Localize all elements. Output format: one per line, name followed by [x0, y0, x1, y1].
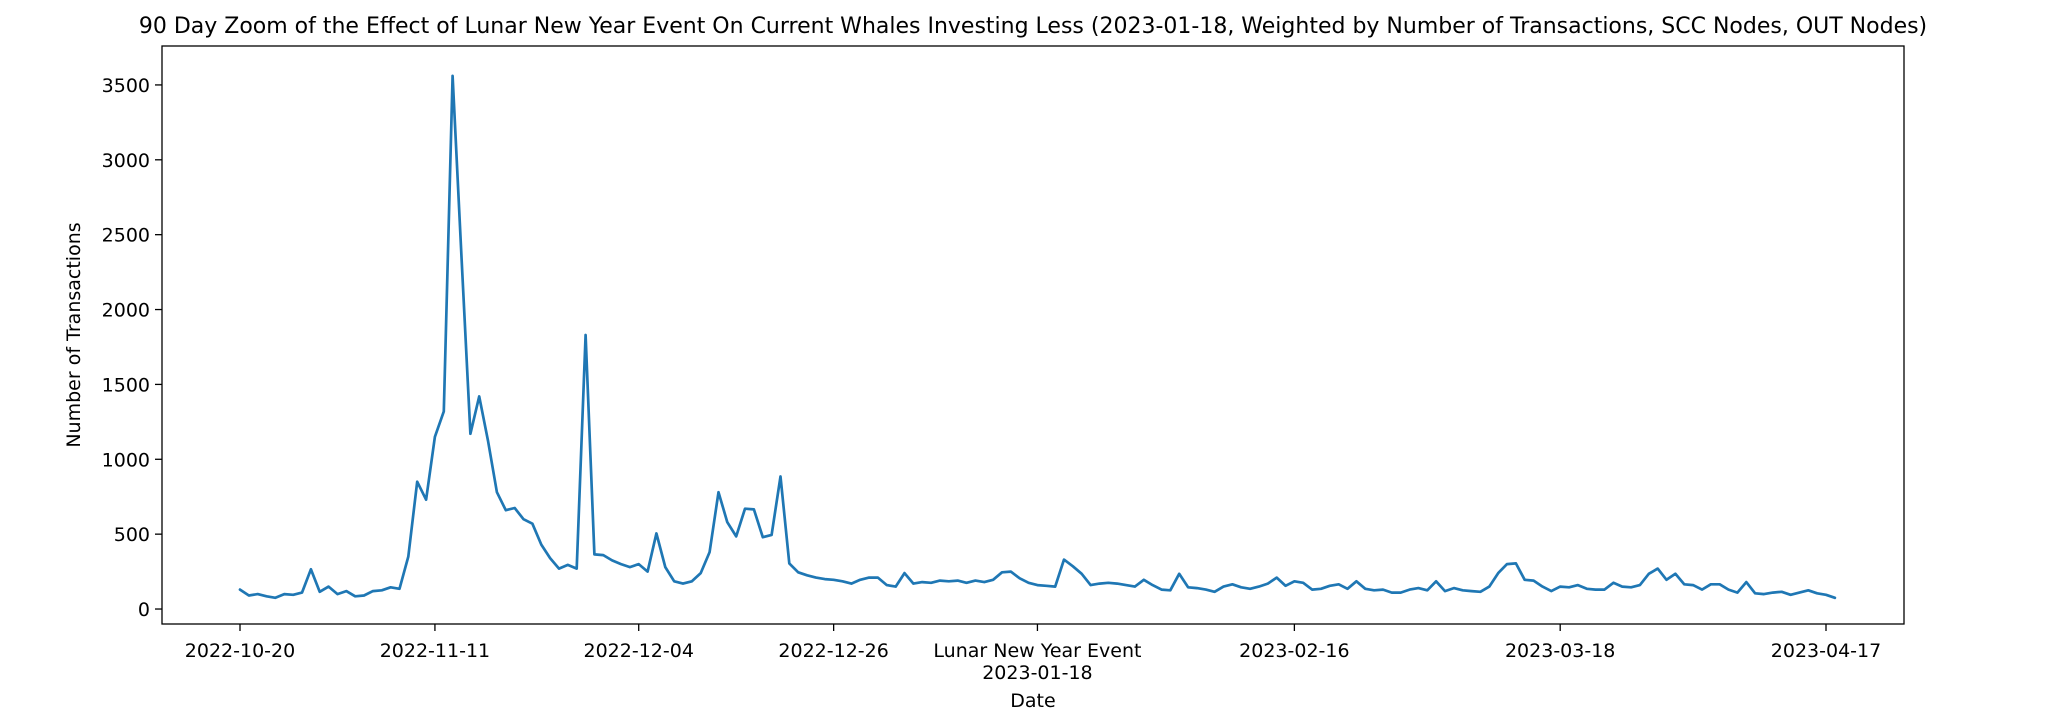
x-tick-label: 2022-12-26	[778, 640, 888, 662]
x-tick-label: 2023-03-18	[1505, 640, 1615, 662]
x-tick-label: 2022-10-20	[185, 640, 295, 662]
plot-frame	[161, 45, 1905, 625]
series-line	[238, 74, 1837, 600]
y-tick-label: 1500	[102, 374, 150, 396]
x-tick-label: 2023-01-18	[982, 662, 1092, 684]
x-axis-label: Date	[1010, 690, 1055, 712]
chart-title: 90 Day Zoom of the Effect of Lunar New Y…	[139, 14, 1927, 39]
y-tick-label: 500	[114, 524, 150, 546]
x-tick-label: 2023-02-16	[1239, 640, 1349, 662]
y-tick-label: 2000	[102, 300, 150, 322]
plot-area: 0 500 1000 1500 2000 2500 3000 3500 2022-10-20 20…	[102, 45, 1905, 684]
y-tick-label: 1000	[102, 449, 150, 471]
y-tick-label: 2500	[102, 225, 150, 247]
x-tick-label: 2022-11-11	[380, 640, 490, 662]
y-tick-label: 3500	[102, 75, 150, 97]
y-axis-label: Number of Transactions	[63, 222, 85, 447]
event-tick-label: Lunar New Year Event	[933, 640, 1141, 662]
y-tick-label: 3000	[102, 150, 150, 172]
x-tick-label: 2023-04-17	[1771, 640, 1881, 662]
x-tick-label: 2022-12-04	[584, 640, 694, 662]
y-tick-label: 0	[138, 599, 150, 621]
